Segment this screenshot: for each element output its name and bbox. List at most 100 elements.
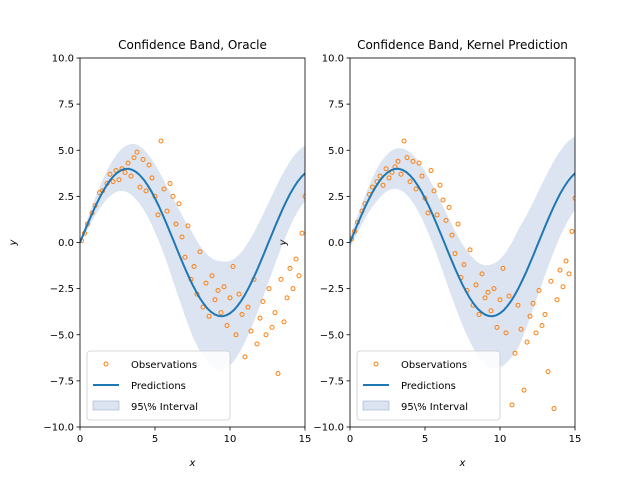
observation-point	[521, 387, 527, 393]
observation-point	[428, 168, 434, 174]
legend-marker-observations	[103, 361, 109, 367]
legend-label-observations: Observations	[401, 360, 467, 371]
observation-point	[491, 286, 497, 292]
plot-area	[350, 136, 575, 412]
observation-point	[401, 138, 407, 144]
y-axis-label: y	[8, 238, 19, 246]
chart-panel-oracle: 0 5 10 15 −10.0 −7.5 −5.0 −2.5 0.0 2.5 5.0 7.5 10.0 x…	[8, 38, 311, 469]
legend-box	[86, 350, 231, 421]
observation-point	[509, 402, 515, 408]
observation-point	[254, 341, 260, 347]
observation-point	[527, 313, 533, 319]
observation-point	[212, 297, 218, 303]
observation-point	[281, 319, 287, 325]
y-tick-label: 2.5	[58, 192, 74, 203]
observation-point	[557, 267, 563, 273]
y-tick-label: −2.5	[50, 284, 74, 295]
observation-point	[221, 284, 227, 290]
x-tick-label: 15	[569, 434, 582, 445]
observation-point	[449, 232, 455, 238]
y-tick-label: 10.0	[52, 54, 74, 65]
legend-marker-observations	[373, 361, 379, 367]
observation-point	[155, 212, 161, 218]
observation-point	[419, 173, 425, 179]
prediction-line	[350, 167, 575, 318]
observation-point	[380, 182, 386, 188]
chart-title: Confidence Band, Oracle	[118, 38, 267, 52]
observation-point	[443, 217, 449, 223]
y-tick-label: 2.5	[328, 192, 344, 203]
observation-point	[551, 406, 557, 412]
x-tick-label: 0	[347, 434, 353, 445]
observation-point	[179, 234, 185, 240]
observation-point	[440, 197, 446, 203]
observation-point	[218, 310, 224, 316]
y-tick-label: 7.5	[58, 100, 74, 111]
observation-point	[206, 313, 212, 319]
y-tick-label: −10.0	[313, 423, 344, 434]
y-tick-label: 0.0	[58, 238, 74, 249]
observation-point	[488, 308, 494, 314]
observation-point	[548, 278, 554, 284]
legend: Observations Predictions 95\% Interval	[86, 350, 231, 421]
observation-point	[170, 193, 176, 199]
observation-point	[263, 332, 269, 338]
observation-point	[161, 186, 167, 192]
observation-point	[299, 230, 305, 236]
observation-point	[413, 186, 419, 192]
observation-point	[266, 286, 272, 292]
x-axis-label: x	[189, 458, 196, 469]
plot-area	[80, 138, 305, 376]
observation-point	[479, 271, 485, 277]
observation-point	[476, 311, 482, 317]
observation-point	[293, 256, 299, 262]
observation-point	[134, 149, 140, 155]
observation-point	[107, 171, 113, 177]
y-tick-label: −5.0	[50, 330, 74, 341]
observation-point	[158, 138, 164, 144]
y-tick-label: 0.0	[328, 238, 344, 249]
observation-point	[566, 271, 572, 277]
observation-point	[554, 297, 560, 303]
observation-point	[143, 188, 149, 194]
observation-point	[140, 156, 146, 162]
x-tick-label: 0	[77, 434, 83, 445]
y-tick-label: 7.5	[328, 100, 344, 111]
observation-point	[167, 180, 173, 186]
y-tick-label: 5.0	[58, 146, 74, 157]
chart-title: Confidence Band, Kernel Prediction	[357, 38, 568, 52]
observation-point	[146, 162, 152, 168]
legend-label-interval: 95\% Interval	[401, 402, 468, 413]
legend-label-predictions: Predictions	[401, 381, 456, 392]
observation-point	[131, 155, 137, 161]
observation-point	[455, 221, 461, 227]
observation-point	[242, 354, 248, 360]
y-tick-label: −7.5	[320, 376, 344, 387]
observation-point	[503, 330, 509, 336]
observation-point	[560, 284, 566, 290]
x-tick-label: 15	[299, 434, 312, 445]
observation-point	[494, 324, 500, 330]
x-tick-label: 10	[224, 434, 237, 445]
observation-point	[224, 323, 230, 329]
observation-point	[434, 212, 440, 218]
observation-point	[383, 166, 389, 172]
observation-point	[191, 263, 197, 269]
legend-marker-interval	[92, 400, 120, 411]
y-tick-label: −7.5	[50, 376, 74, 387]
observation-point	[482, 295, 488, 301]
observation-point	[467, 247, 473, 253]
observation-point	[287, 265, 293, 271]
observation-point	[164, 208, 170, 214]
y-tick-label: 5.0	[328, 146, 344, 157]
observation-point	[437, 182, 443, 188]
observation-point	[485, 289, 491, 295]
observation-point	[518, 326, 524, 332]
observation-point	[530, 300, 536, 306]
observation-point	[197, 249, 203, 255]
observation-point	[497, 297, 503, 303]
x-tick-label: 10	[494, 434, 507, 445]
observation-point	[200, 304, 206, 310]
observation-point	[110, 179, 116, 185]
observation-point	[416, 160, 422, 166]
